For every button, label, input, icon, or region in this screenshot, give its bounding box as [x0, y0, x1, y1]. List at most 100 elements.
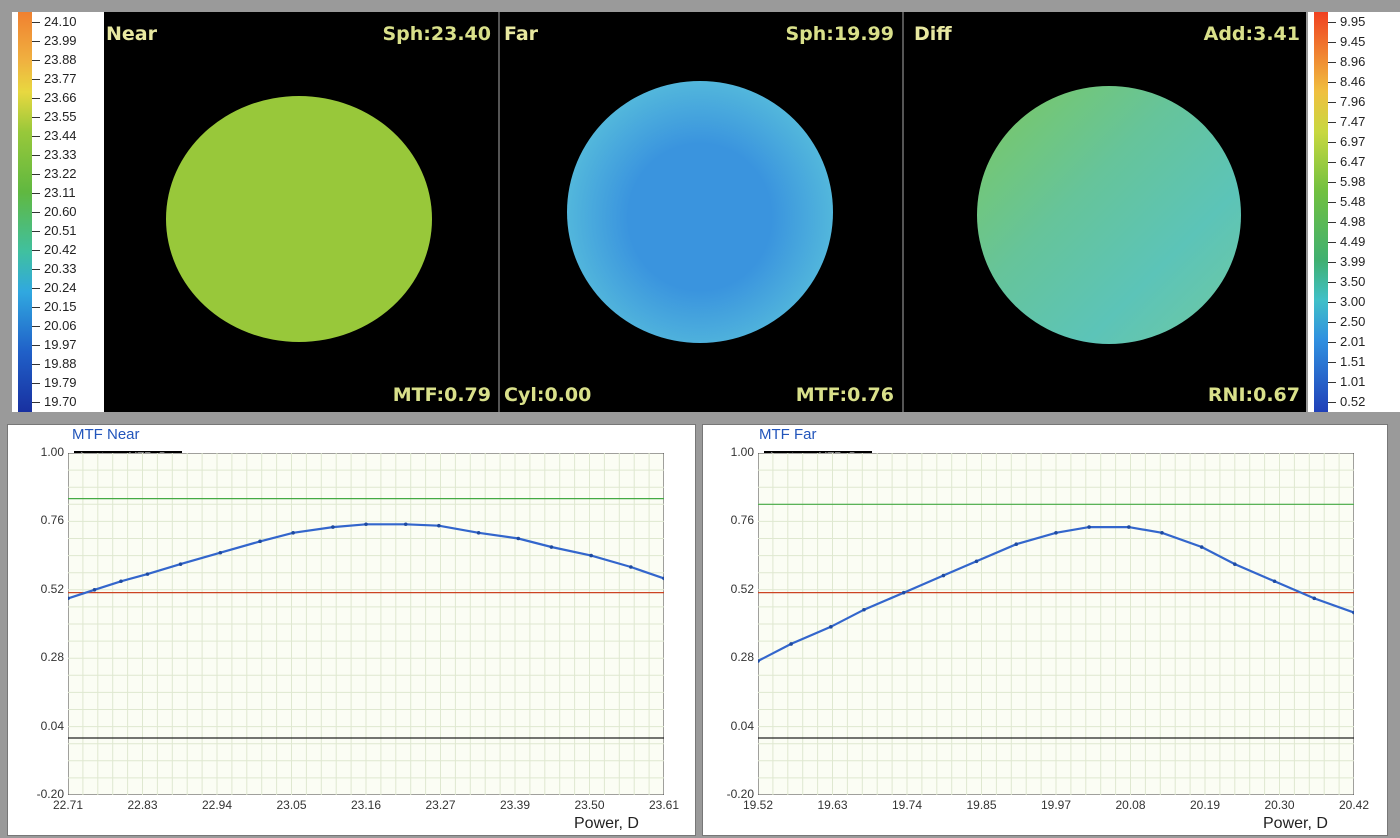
diff-color-bar [1314, 12, 1328, 412]
scale-tick-label: 3.50 [1340, 274, 1366, 289]
mtf-point [1054, 531, 1058, 535]
scale-tick-mark [32, 40, 40, 42]
diff-lens-map [977, 86, 1241, 344]
diff-label: Diff [914, 23, 952, 45]
scale-tick-mark [32, 212, 40, 213]
mtf-point [291, 531, 295, 535]
scale-tick-mark [1328, 282, 1336, 283]
scale-tick-mark [1328, 202, 1336, 203]
scale-tick-mark [1328, 102, 1336, 103]
mtf-point [829, 625, 833, 629]
scale-tick-label: 4.49 [1340, 234, 1366, 249]
panel-divider [498, 12, 500, 412]
scale-tick-mark [1328, 322, 1336, 323]
scale-tick-label: 4.98 [1340, 214, 1366, 229]
mtf-point [1160, 531, 1164, 535]
diff-color-scale: 9.95 9.45 8.96 8.46 7.96 7.47 6.97 6.47 5.98 5.48… [1308, 12, 1400, 412]
near-far-color-scale: 24.10 23.99 23.88 23.77 23.66 23.55 23.44 23.33… [12, 12, 104, 412]
x-axis-label: Power, D [574, 815, 639, 832]
scale-tick-mark [32, 326, 40, 328]
panel-divider [902, 12, 904, 412]
scale-tick-label: 20.24 [44, 280, 77, 296]
scale-tick-mark [32, 135, 40, 137]
mtf-point [1199, 545, 1204, 549]
scale-tick-mark [32, 21, 40, 23]
scale-tick-label: 23.77 [44, 70, 77, 86]
scale-tick-label: 7.96 [1340, 94, 1366, 109]
mtf-point [403, 522, 408, 527]
scale-tick-label: 0.52 [1340, 394, 1366, 409]
x-tick-label: 19.63 [817, 798, 848, 812]
mtf-point [476, 531, 481, 535]
scale-tick-label: 23.11 [44, 184, 76, 200]
scale-tick-label: 23.66 [44, 89, 77, 105]
scale-tick-mark [32, 154, 40, 156]
y-tick-label: 0.28 [730, 650, 754, 665]
scale-tick-label: 5.98 [1340, 174, 1366, 189]
mtf-point [1312, 596, 1317, 601]
far-mtf-value: MTF:0.76 [795, 384, 894, 406]
scale-tick-mark [32, 173, 40, 175]
chart-title: MTF Near [72, 426, 140, 443]
scale-tick-mark [32, 116, 40, 118]
y-tick-label: 1.00 [40, 445, 64, 459]
chart-title: MTF Far [759, 426, 817, 443]
near-label: Near [106, 23, 157, 45]
scale-tick-label: 6.97 [1340, 134, 1366, 149]
mtf-point [68, 596, 70, 601]
near-map-panel: Near Sph:23.40 MTF:0.79 [104, 12, 498, 412]
scale-tick-mark [1328, 182, 1336, 183]
mtf-point [1272, 579, 1277, 584]
x-tick-label: 19.85 [966, 798, 997, 812]
scale-tick-label: 19.70 [44, 394, 77, 410]
mtf-point [662, 576, 664, 581]
x-tick-label: 23.27 [425, 798, 456, 812]
diff-rni-value: RNI:0.67 [1207, 384, 1300, 406]
near-sph-value: Sph:23.40 [382, 23, 491, 45]
mtf-point [1233, 562, 1237, 566]
x-tick-label: 20.30 [1264, 798, 1295, 812]
x-tick-label: 22.83 [127, 798, 158, 812]
scale-tick-label: 3.99 [1340, 254, 1366, 269]
scale-tick-label: 23.88 [44, 51, 77, 67]
mtf-point [119, 579, 123, 584]
scale-tick-mark [32, 231, 40, 233]
scale-tick-label: 20.06 [44, 318, 77, 334]
mtf-point [145, 572, 150, 576]
scale-tick-mark [1328, 142, 1336, 143]
scale-tick-label: 9.95 [1340, 14, 1366, 29]
mtf-point [758, 659, 760, 663]
diff-add-value: Add:3.41 [1203, 23, 1300, 45]
scale-tick-mark [1328, 382, 1336, 383]
scale-tick-mark [1328, 222, 1336, 223]
far-sph-value: Sph:19.99 [785, 23, 894, 45]
x-tick-label: 19.74 [891, 798, 923, 812]
scale-tick-mark [1328, 262, 1336, 263]
scale-tick-mark [1328, 402, 1336, 403]
scale-tick-label: 19.79 [44, 375, 77, 391]
mtf-point [218, 550, 223, 555]
scale-tick-mark [32, 192, 40, 194]
mtf-point [516, 536, 521, 541]
mtf-point [178, 562, 183, 566]
mtf-point [901, 590, 906, 595]
scale-tick-mark [1328, 22, 1336, 23]
scale-tick-mark [1328, 42, 1336, 43]
mtf-far-plot [758, 453, 1354, 795]
scale-tick-label: 24.10 [44, 13, 77, 29]
mtf-far-chart: MTF Far ApertureMTFPwr3.000.7620.04 Powe… [702, 424, 1388, 836]
near-mtf-value: MTF:0.79 [392, 384, 491, 406]
mtf-point [549, 545, 554, 549]
y-tick-label: 1.00 [730, 445, 754, 459]
scale-tick-label: 23.22 [44, 165, 77, 181]
scale-tick-mark [32, 307, 40, 309]
scale-tick-mark [32, 97, 40, 99]
y-tick-label: 0.52 [730, 581, 754, 596]
scale-tick-label: 1.51 [1340, 354, 1366, 369]
mtf-point [258, 539, 262, 544]
mtf-near-chart: MTF Near ApertureMTFPwr3.000.7923.22 Pow… [7, 424, 696, 836]
mtf-point [331, 525, 335, 529]
scale-tick-label: 9.45 [1340, 34, 1366, 49]
scale-tick-mark [32, 402, 40, 404]
x-tick-label: 20.42 [1338, 798, 1370, 812]
